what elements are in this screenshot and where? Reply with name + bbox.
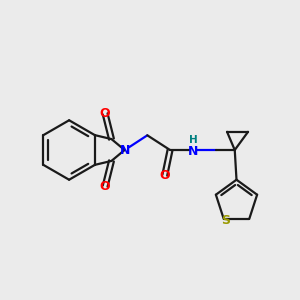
Text: O: O (160, 169, 170, 182)
Text: S: S (221, 214, 230, 227)
Text: O: O (100, 107, 110, 120)
Text: N: N (188, 145, 198, 158)
Text: N: N (120, 143, 130, 157)
Text: H: H (189, 135, 198, 145)
Text: O: O (100, 180, 110, 193)
